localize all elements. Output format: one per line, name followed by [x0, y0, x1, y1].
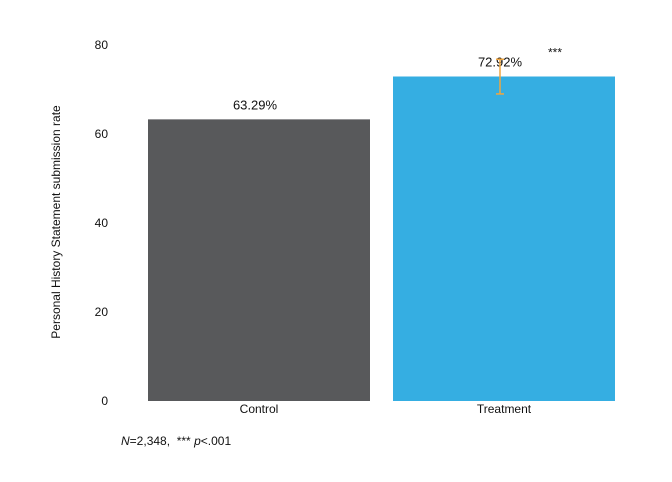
significance-marker: *** — [548, 46, 562, 60]
x-axis-labels: Control Treatment — [240, 402, 532, 416]
n-symbol: N — [121, 434, 130, 448]
y-axis-ticks: 0 20 40 60 80 — [95, 38, 109, 408]
p-symbol: p — [194, 434, 201, 448]
significance-stars-note: *** — [176, 434, 191, 448]
n-value: =2,348, — [129, 434, 171, 448]
y-tick-label: 0 — [101, 394, 108, 408]
x-tick-label: Control — [240, 402, 279, 416]
bars — [148, 76, 615, 402]
bar-annotations: 63.29%72.92%*** — [233, 46, 562, 113]
x-tick-label: Treatment — [477, 402, 532, 416]
p-threshold: <.001 — [200, 434, 232, 448]
sample-size-footnote: N=2,348, *** p<.001 — [121, 434, 231, 448]
y-tick-label: 80 — [95, 38, 109, 52]
error-bar — [496, 58, 504, 95]
y-axis-title: Personal History Statement submission ra… — [49, 105, 63, 339]
bar-treatment — [393, 76, 615, 402]
data-label: 63.29% — [233, 97, 278, 112]
y-tick-label: 20 — [95, 305, 109, 319]
y-tick-label: 40 — [95, 216, 109, 230]
y-tick-label: 60 — [95, 127, 109, 141]
bar-control — [148, 119, 370, 401]
